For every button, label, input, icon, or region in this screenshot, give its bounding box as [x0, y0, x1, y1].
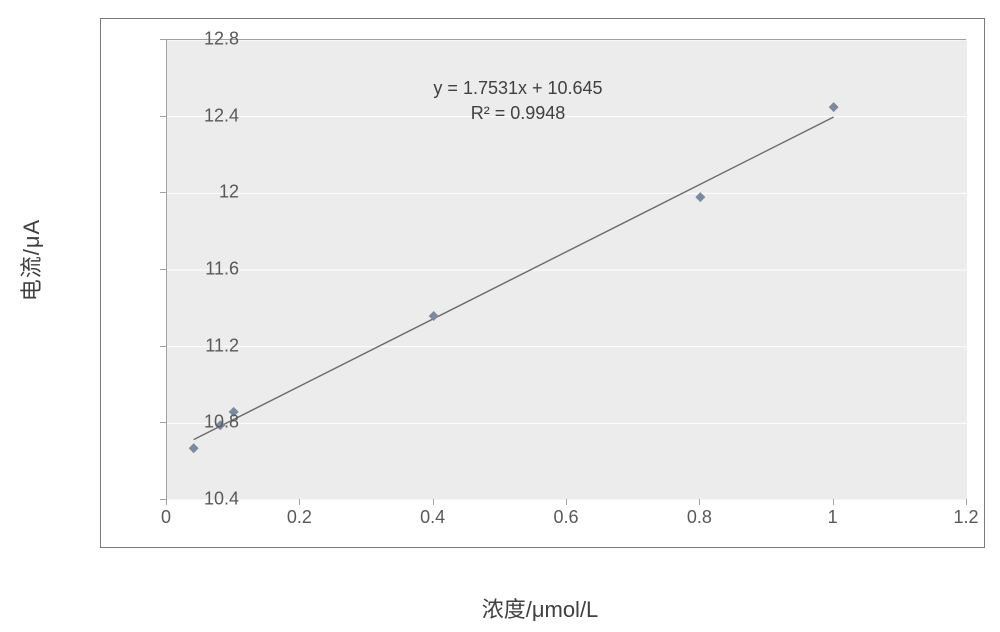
x-tick-mark — [833, 499, 834, 505]
y-tick-label: 10.8 — [179, 412, 239, 433]
x-tick-mark — [699, 499, 700, 505]
x-tick-label: 0.4 — [420, 507, 445, 528]
equation-line: y = 1.7531x + 10.645 — [433, 76, 602, 101]
y-tick-mark — [160, 346, 166, 347]
regression-annotation: y = 1.7531x + 10.645R² = 0.9948 — [433, 76, 602, 126]
x-tick-mark — [299, 499, 300, 505]
y-tick-label: 10.4 — [179, 489, 239, 510]
x-axis-label: 浓度/μmol/L — [482, 592, 599, 624]
x-tick-label: 0.8 — [687, 507, 712, 528]
x-tick-label: 1.2 — [953, 507, 978, 528]
x-tick-label: 0 — [161, 507, 171, 528]
x-tick-label: 0.2 — [287, 507, 312, 528]
x-tick-mark — [166, 499, 167, 505]
y-tick-label: 12 — [179, 182, 239, 203]
y-tick-mark — [160, 116, 166, 117]
y-tick-mark — [160, 192, 166, 193]
y-tick-mark — [160, 269, 166, 270]
rsquared-line: R² = 0.9948 — [433, 101, 602, 126]
x-tick-mark — [433, 499, 434, 505]
y-axis-label: 电流/μA — [14, 219, 46, 301]
y-tick-label: 12.4 — [179, 105, 239, 126]
y-tick-mark — [160, 39, 166, 40]
chart-container: 10.410.811.211.61212.412.8 00.20.40.60.8… — [100, 18, 985, 548]
x-tick-mark — [566, 499, 567, 505]
x-tick-mark — [966, 499, 967, 505]
y-tick-label: 12.8 — [179, 29, 239, 50]
y-tick-label: 11.2 — [179, 335, 239, 356]
y-tick-label: 11.6 — [179, 259, 239, 280]
y-tick-mark — [160, 422, 166, 423]
x-tick-label: 0.6 — [553, 507, 578, 528]
x-tick-label: 1 — [828, 507, 838, 528]
